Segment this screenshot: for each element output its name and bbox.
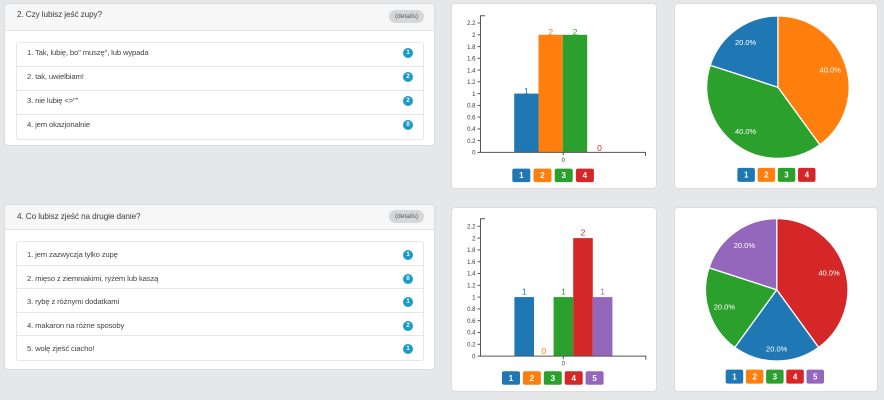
svg-text:0: 0 <box>541 346 546 356</box>
svg-text:1.8: 1.8 <box>467 248 476 254</box>
svg-text:20.0%: 20.0% <box>734 241 756 250</box>
svg-text:1: 1 <box>524 86 529 96</box>
svg-text:5: 5 <box>592 374 597 383</box>
svg-text:20.0%: 20.0% <box>714 302 736 311</box>
svg-text:4: 4 <box>583 171 588 180</box>
svg-text:3: 3 <box>551 374 556 383</box>
svg-text:2.2: 2.2 <box>467 225 476 231</box>
svg-text:1.4: 1.4 <box>467 68 476 74</box>
svg-text:2: 2 <box>764 171 769 180</box>
svg-text:1: 1 <box>472 92 476 98</box>
svg-text:0.8: 0.8 <box>467 104 476 110</box>
svg-text:2: 2 <box>573 27 578 37</box>
svg-text:20.0%: 20.0% <box>735 38 757 47</box>
svg-text:3: 3 <box>784 171 789 180</box>
svg-text:1: 1 <box>744 171 749 180</box>
svg-text:2: 2 <box>472 236 476 242</box>
svg-text:3: 3 <box>561 171 566 180</box>
svg-text:2.2: 2.2 <box>467 21 476 27</box>
svg-text:40.0%: 40.0% <box>818 268 840 277</box>
svg-text:4: 4 <box>793 372 798 381</box>
svg-text:1.4: 1.4 <box>467 272 476 278</box>
svg-text:0: 0 <box>597 143 602 153</box>
svg-text:0: 0 <box>472 151 476 157</box>
svg-text:0.6: 0.6 <box>467 319 476 325</box>
svg-text:2: 2 <box>540 171 545 180</box>
svg-text:1.6: 1.6 <box>467 260 476 266</box>
svg-text:0.6: 0.6 <box>467 115 476 121</box>
svg-text:1: 1 <box>472 295 476 301</box>
svg-text:40.0%: 40.0% <box>820 66 842 75</box>
svg-text:5: 5 <box>813 372 818 381</box>
svg-text:0: 0 <box>472 354 476 360</box>
svg-text:2: 2 <box>752 372 757 381</box>
svg-text:1.2: 1.2 <box>467 284 476 290</box>
svg-text:4: 4 <box>571 374 576 383</box>
svg-text:2: 2 <box>548 27 553 37</box>
svg-text:4: 4 <box>805 171 810 180</box>
svg-text:1: 1 <box>509 374 514 383</box>
svg-text:1.6: 1.6 <box>467 57 476 63</box>
svg-text:1: 1 <box>600 286 605 296</box>
svg-text:0.4: 0.4 <box>467 331 476 337</box>
svg-text:0: 0 <box>562 158 566 164</box>
svg-text:2: 2 <box>581 227 586 237</box>
svg-text:3: 3 <box>773 372 778 381</box>
svg-text:40.0%: 40.0% <box>735 127 757 136</box>
svg-text:1: 1 <box>561 286 566 296</box>
svg-text:1: 1 <box>519 171 524 180</box>
svg-text:0.2: 0.2 <box>467 139 476 145</box>
svg-text:0.2: 0.2 <box>467 343 476 349</box>
svg-text:1.2: 1.2 <box>467 80 476 86</box>
svg-text:20.0%: 20.0% <box>766 344 788 353</box>
svg-text:0: 0 <box>562 362 566 368</box>
svg-text:1: 1 <box>522 286 527 296</box>
svg-text:0.4: 0.4 <box>467 127 476 133</box>
svg-text:2: 2 <box>472 33 476 39</box>
svg-text:2: 2 <box>530 374 535 383</box>
svg-text:0.8: 0.8 <box>467 307 476 313</box>
svg-text:1.8: 1.8 <box>467 45 476 51</box>
svg-text:1: 1 <box>732 372 737 381</box>
